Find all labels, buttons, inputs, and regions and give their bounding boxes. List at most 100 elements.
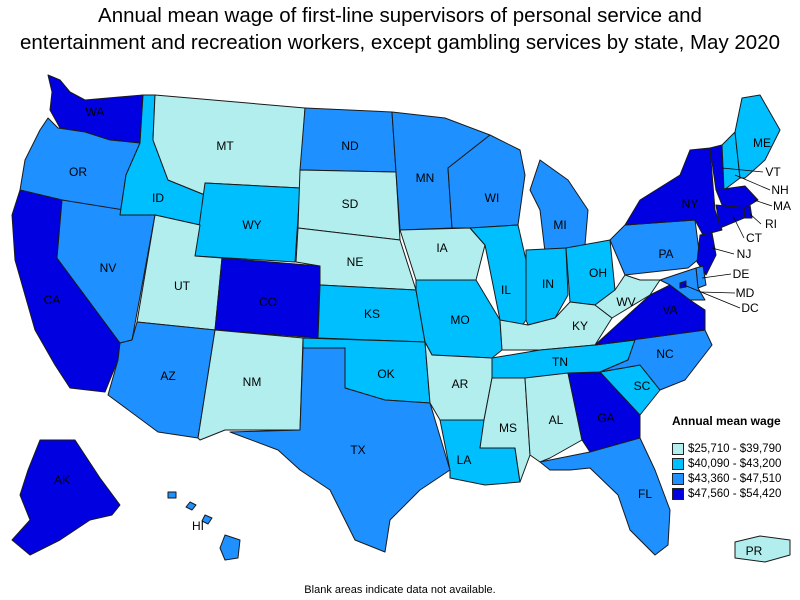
state-label-dc: DC (741, 301, 759, 315)
state-label-ne: NE (347, 255, 364, 269)
state-label-il: IL (501, 283, 511, 297)
state-label-vt: VT (765, 165, 781, 179)
legend-item-bin-1: $25,710 - $39,790 (672, 441, 800, 456)
state-label-mn: MN (416, 171, 435, 185)
legend-swatch (672, 442, 684, 455)
state-fl (539, 437, 671, 556)
state-label-al: AL (549, 413, 564, 427)
state-label-md: MD (736, 286, 755, 300)
leader-line-de (701, 273, 732, 279)
state-label-nj: NJ (737, 247, 752, 261)
state-label-ak: AK (54, 473, 70, 487)
state-label-nv: NV (100, 261, 117, 275)
state-ak (11, 439, 121, 556)
state-label-nm: NM (243, 375, 262, 389)
state-label-va: VA (662, 303, 677, 317)
state-ms (479, 377, 531, 483)
state-label-pr: PR (746, 544, 763, 558)
state-label-sd: SD (342, 197, 359, 211)
state-hi (185, 501, 197, 511)
state-label-az: AZ (160, 369, 175, 383)
state-wi (447, 134, 526, 229)
leader-line-md (699, 291, 736, 294)
state-label-mo: MO (450, 313, 469, 327)
state-ny (624, 147, 723, 236)
state-label-ky: KY (572, 319, 588, 333)
state-tx (229, 347, 451, 553)
state-label-nh: NH (771, 183, 788, 197)
state-ma (715, 185, 759, 209)
state-label-ma: MA (773, 199, 791, 213)
state-dc (679, 280, 687, 289)
state-label-fl: FL (638, 487, 652, 501)
state-label-tx: TX (350, 443, 365, 457)
state-label-wy: WY (242, 218, 261, 232)
legend-label: $25,710 - $39,790 (688, 442, 782, 455)
leader-line-nh (734, 174, 771, 191)
state-hi (201, 514, 213, 525)
state-me (734, 94, 781, 179)
legend-swatch (672, 457, 684, 470)
footnote: Blank areas indicate data not available. (304, 584, 496, 596)
state-label-ok: OK (377, 367, 394, 381)
state-label-wv: WV (616, 295, 635, 309)
state-label-ny: NY (682, 197, 699, 211)
state-label-ut: UT (174, 279, 191, 293)
state-label-or: OR (69, 165, 87, 179)
state-label-ms: MS (499, 421, 517, 435)
map-legend: Annual mean wage $25,710 - $39,790 $40,0… (672, 414, 800, 501)
state-label-nc: NC (656, 347, 674, 361)
state-wv (594, 274, 661, 319)
state-label-ia: IA (436, 241, 447, 255)
state-pr (734, 535, 791, 563)
state-label-me: ME (753, 136, 771, 150)
state-label-ga: GA (597, 411, 614, 425)
map-title: Annual mean wage of first-line superviso… (0, 2, 800, 56)
state-mi (529, 159, 589, 253)
legend-swatch (672, 487, 684, 500)
legend-item-bin-4: $47,560 - $54,420 (672, 486, 800, 501)
state-label-in: IN (542, 277, 554, 291)
state-nj (696, 232, 717, 276)
state-label-pa: PA (658, 247, 673, 261)
state-nc (594, 329, 713, 391)
state-label-wa: WA (86, 105, 105, 119)
legend-item-bin-3: $43,360 - $47,510 (672, 471, 800, 486)
leader-line-ri (749, 213, 762, 225)
legend-swatch (672, 472, 684, 485)
state-label-id: ID (152, 191, 164, 205)
state-label-co: CO (259, 295, 277, 309)
legend-item-bin-2: $40,090 - $43,200 (672, 456, 800, 471)
leader-line-ct (732, 215, 745, 239)
legend-label: $43,360 - $47,510 (688, 472, 782, 485)
state-label-ks: KS (364, 307, 380, 321)
state-label-nd: ND (341, 139, 359, 153)
state-hi (167, 491, 177, 499)
state-label-de: DE (733, 267, 750, 281)
state-hi (219, 534, 241, 561)
state-label-wi: WI (485, 191, 500, 205)
state-label-ct: CT (746, 231, 763, 245)
state-label-tn: TN (552, 355, 568, 369)
title-line-2: entertainment and recreation workers, ex… (19, 31, 781, 54)
leader-line-vt (721, 167, 764, 173)
state-label-ri: RI (765, 217, 777, 231)
state-ct (715, 204, 746, 229)
state-label-sc: SC (634, 379, 651, 393)
state-label-oh: OH (589, 266, 607, 280)
legend-label: $47,560 - $54,420 (688, 487, 782, 500)
leader-line-ma (753, 199, 773, 207)
title-line-1: Annual mean wage of first-line superviso… (98, 4, 702, 27)
leader-line-nj (711, 247, 735, 255)
leader-line-dc (683, 284, 741, 309)
state-pa (609, 219, 701, 276)
state-label-mi: MI (553, 218, 566, 232)
state-label-mt: MT (216, 139, 234, 153)
legend-label: $40,090 - $43,200 (688, 457, 782, 470)
legend-title: Annual mean wage (672, 414, 781, 428)
state-label-ca: CA (44, 293, 61, 307)
state-label-la: LA (457, 453, 472, 467)
state-label-hi: HI (192, 519, 204, 533)
state-label-ar: AR (452, 377, 469, 391)
